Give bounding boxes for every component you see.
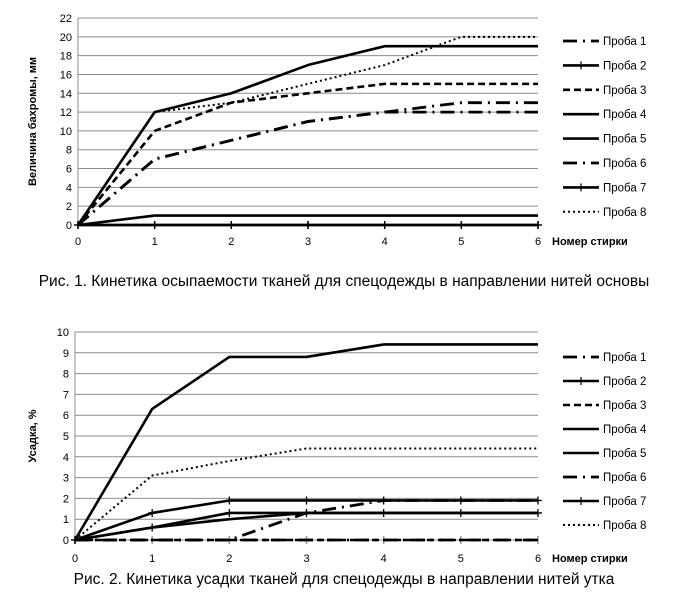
data-point-marker xyxy=(380,221,389,229)
y-tick-label: 8 xyxy=(63,369,69,381)
series-line-3 xyxy=(76,82,538,226)
y-tick-label: 7 xyxy=(63,389,69,401)
y-tick-label: 1 xyxy=(63,514,69,526)
x-tick-label: 6 xyxy=(535,553,541,565)
legend-label: Проба 7 xyxy=(603,182,646,194)
legend-label: Проба 7 xyxy=(603,496,646,508)
x-axis-label: Номер стирки xyxy=(552,553,628,565)
y-tick-label: 5 xyxy=(63,431,69,443)
data-point-marker xyxy=(457,221,466,229)
x-tick-label: 4 xyxy=(381,553,387,565)
legend-label: Проба 8 xyxy=(603,520,646,532)
legend-label: Проба 3 xyxy=(603,85,646,97)
y-tick-label: 3 xyxy=(63,473,69,485)
legend-label: Проба 5 xyxy=(603,134,646,146)
x-tick-label: 2 xyxy=(226,553,232,565)
y-tick-label: 20 xyxy=(60,32,72,44)
y-tick-label: 0 xyxy=(66,220,72,232)
y-tick-label: 22 xyxy=(60,13,72,25)
legend-label: Проба 3 xyxy=(603,400,646,412)
series-line-8 xyxy=(74,447,538,541)
legend-label: Проба 2 xyxy=(603,376,646,388)
data-point-marker xyxy=(302,496,311,505)
series-line-4 xyxy=(76,44,538,226)
y-axis-label: Величина бахромы, мм xyxy=(27,57,39,186)
legend-label: Проба 8 xyxy=(603,207,646,219)
y-tick-label: 9 xyxy=(63,348,69,360)
data-point-marker xyxy=(534,221,542,229)
y-axis-label: Усадка, % xyxy=(27,409,39,462)
series-line-5 xyxy=(77,214,538,227)
data-point-marker xyxy=(227,221,236,229)
y-tick-label: 10 xyxy=(57,327,69,339)
x-tick-label: 5 xyxy=(458,553,464,565)
x-tick-label: 4 xyxy=(382,236,388,248)
y-tick-label: 2 xyxy=(66,201,72,213)
y-tick-label: 18 xyxy=(60,51,72,63)
x-tick-label: 0 xyxy=(75,236,81,248)
y-tick-label: 14 xyxy=(60,88,72,100)
data-point-marker xyxy=(379,496,388,505)
x-tick-label: 1 xyxy=(152,236,158,248)
y-tick-label: 10 xyxy=(60,126,72,138)
x-tick-label: 1 xyxy=(149,553,155,565)
series-line-4 xyxy=(73,343,538,541)
y-tick-label: 12 xyxy=(60,107,72,119)
legend-label: Проба 1 xyxy=(603,36,646,48)
y-tick-label: 4 xyxy=(63,452,69,464)
legend-label: Проба 1 xyxy=(603,352,646,364)
legend-label: Проба 6 xyxy=(603,158,646,170)
series-line-6 xyxy=(75,499,538,542)
y-tick-label: 16 xyxy=(60,69,72,81)
figure-1-caption: Рис. 1. Кинетика осыпаемости тканей для … xyxy=(38,273,650,290)
x-tick-label: 6 xyxy=(535,236,541,248)
legend-label: Проба 2 xyxy=(603,60,646,72)
x-tick-label: 3 xyxy=(303,553,309,565)
y-tick-label: 6 xyxy=(63,410,69,422)
x-tick-label: 5 xyxy=(458,236,464,248)
y-tick-label: 6 xyxy=(66,164,72,176)
data-point-marker xyxy=(456,496,465,505)
data-point-marker xyxy=(148,508,157,517)
y-tick-label: 2 xyxy=(63,493,69,505)
series-line-8 xyxy=(77,35,538,226)
legend-label: Проба 4 xyxy=(603,424,647,436)
y-tick-label: 0 xyxy=(63,535,69,547)
data-point-marker xyxy=(534,496,542,505)
data-point-marker xyxy=(225,496,234,505)
data-point-marker xyxy=(304,221,312,229)
x-axis-label: Номер стирки xyxy=(552,236,628,248)
legend-label: Проба 4 xyxy=(603,109,647,121)
series-line-7 xyxy=(74,499,538,542)
series-line-6 xyxy=(77,101,538,227)
legend-label: Проба 5 xyxy=(603,448,646,460)
figure-2-caption: Рис. 2. Кинетика усадки тканей для спецо… xyxy=(73,571,615,588)
y-tick-label: 8 xyxy=(66,145,72,157)
legend-label: Проба 6 xyxy=(603,472,646,484)
x-tick-label: 0 xyxy=(72,553,78,565)
chart-2: 0 1 2 3 4 5 6 7 8 9 10 0 1 2 3 4 5 6 Номер стирки Усадка, %… xyxy=(27,327,647,565)
data-point-marker xyxy=(150,221,159,229)
x-tick-label: 2 xyxy=(228,236,234,248)
y-tick-label: 4 xyxy=(66,182,72,194)
data-point-marker xyxy=(225,508,234,517)
x-tick-label: 3 xyxy=(305,236,311,248)
